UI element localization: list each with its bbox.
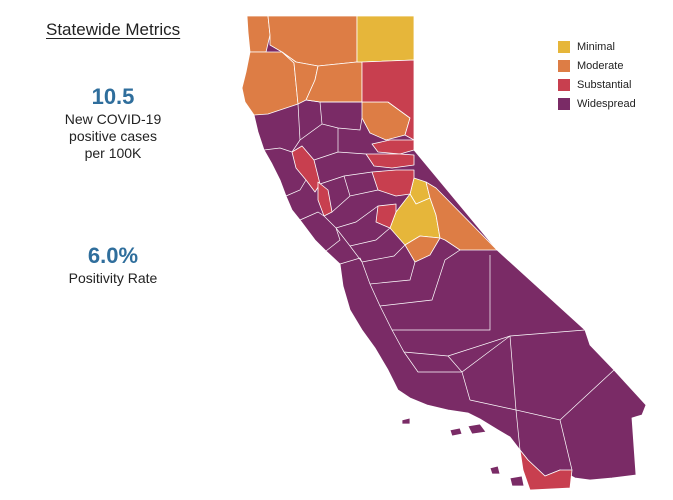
legend-item-moderate: Moderate bbox=[558, 56, 636, 75]
positivity-label: Positivity Rate bbox=[68, 270, 158, 286]
legend-swatch-substantial bbox=[558, 78, 570, 91]
cases-label-line-2: positive cases bbox=[69, 128, 157, 144]
county-moderate-del-norte[interactable] bbox=[246, 15, 271, 53]
legend-item-substantial: Substantial bbox=[558, 75, 636, 94]
panel-title: Statewide Metrics bbox=[46, 20, 181, 39]
cases-label-line-3: per 100K bbox=[84, 145, 142, 161]
county-substantial-tuolumne[interactable] bbox=[375, 203, 397, 229]
cases-label-line-1: New COVID-19 bbox=[64, 111, 162, 127]
county-substantial-el-dorado[interactable] bbox=[371, 169, 415, 197]
county-minimal-modoc[interactable] bbox=[356, 15, 415, 63]
county-widespread-island-5 bbox=[401, 417, 411, 425]
county-substantial-lassen[interactable] bbox=[361, 59, 415, 141]
legend-label-widespread: Widespread bbox=[577, 97, 636, 110]
legend-label-substantial: Substantial bbox=[577, 78, 632, 91]
legend-swatch-widespread bbox=[558, 97, 570, 110]
county-widespread-island-4 bbox=[509, 475, 525, 487]
positivity-value: 6.0% bbox=[87, 243, 139, 268]
county-widespread-island-3 bbox=[489, 465, 501, 475]
county-widespread-state-body[interactable] bbox=[241, 15, 647, 481]
cases-metric: 10.5 New COVID-19 positive cases per 100… bbox=[40, 84, 186, 161]
legend-item-widespread: Widespread bbox=[558, 94, 636, 113]
county-substantial-napa[interactable] bbox=[317, 181, 333, 217]
county-moderate-madera[interactable] bbox=[404, 235, 441, 263]
legend-swatch-moderate bbox=[558, 59, 570, 72]
county-substantial-sierra[interactable] bbox=[371, 139, 415, 155]
county-moderate-humboldt[interactable] bbox=[241, 51, 299, 116]
legend-label-moderate: Moderate bbox=[577, 59, 624, 72]
cases-value: 10.5 bbox=[91, 84, 135, 109]
county-moderate-inyo-north[interactable] bbox=[425, 181, 498, 251]
county-substantial-nevada[interactable] bbox=[365, 153, 415, 169]
legend-swatch-minimal bbox=[558, 40, 570, 53]
county-widespread-island-2 bbox=[449, 427, 463, 437]
county-substantial-lake[interactable] bbox=[291, 145, 321, 193]
county-widespread-island-1 bbox=[467, 423, 487, 435]
legend-label-minimal: Minimal bbox=[577, 40, 615, 53]
legend-item-minimal: Minimal bbox=[558, 37, 636, 56]
county-boundaries bbox=[263, 99, 615, 471]
positivity-metric: 6.0% Positivity Rate bbox=[40, 243, 186, 286]
tier-legend: Minimal Moderate Substantial Widespread bbox=[558, 37, 636, 113]
